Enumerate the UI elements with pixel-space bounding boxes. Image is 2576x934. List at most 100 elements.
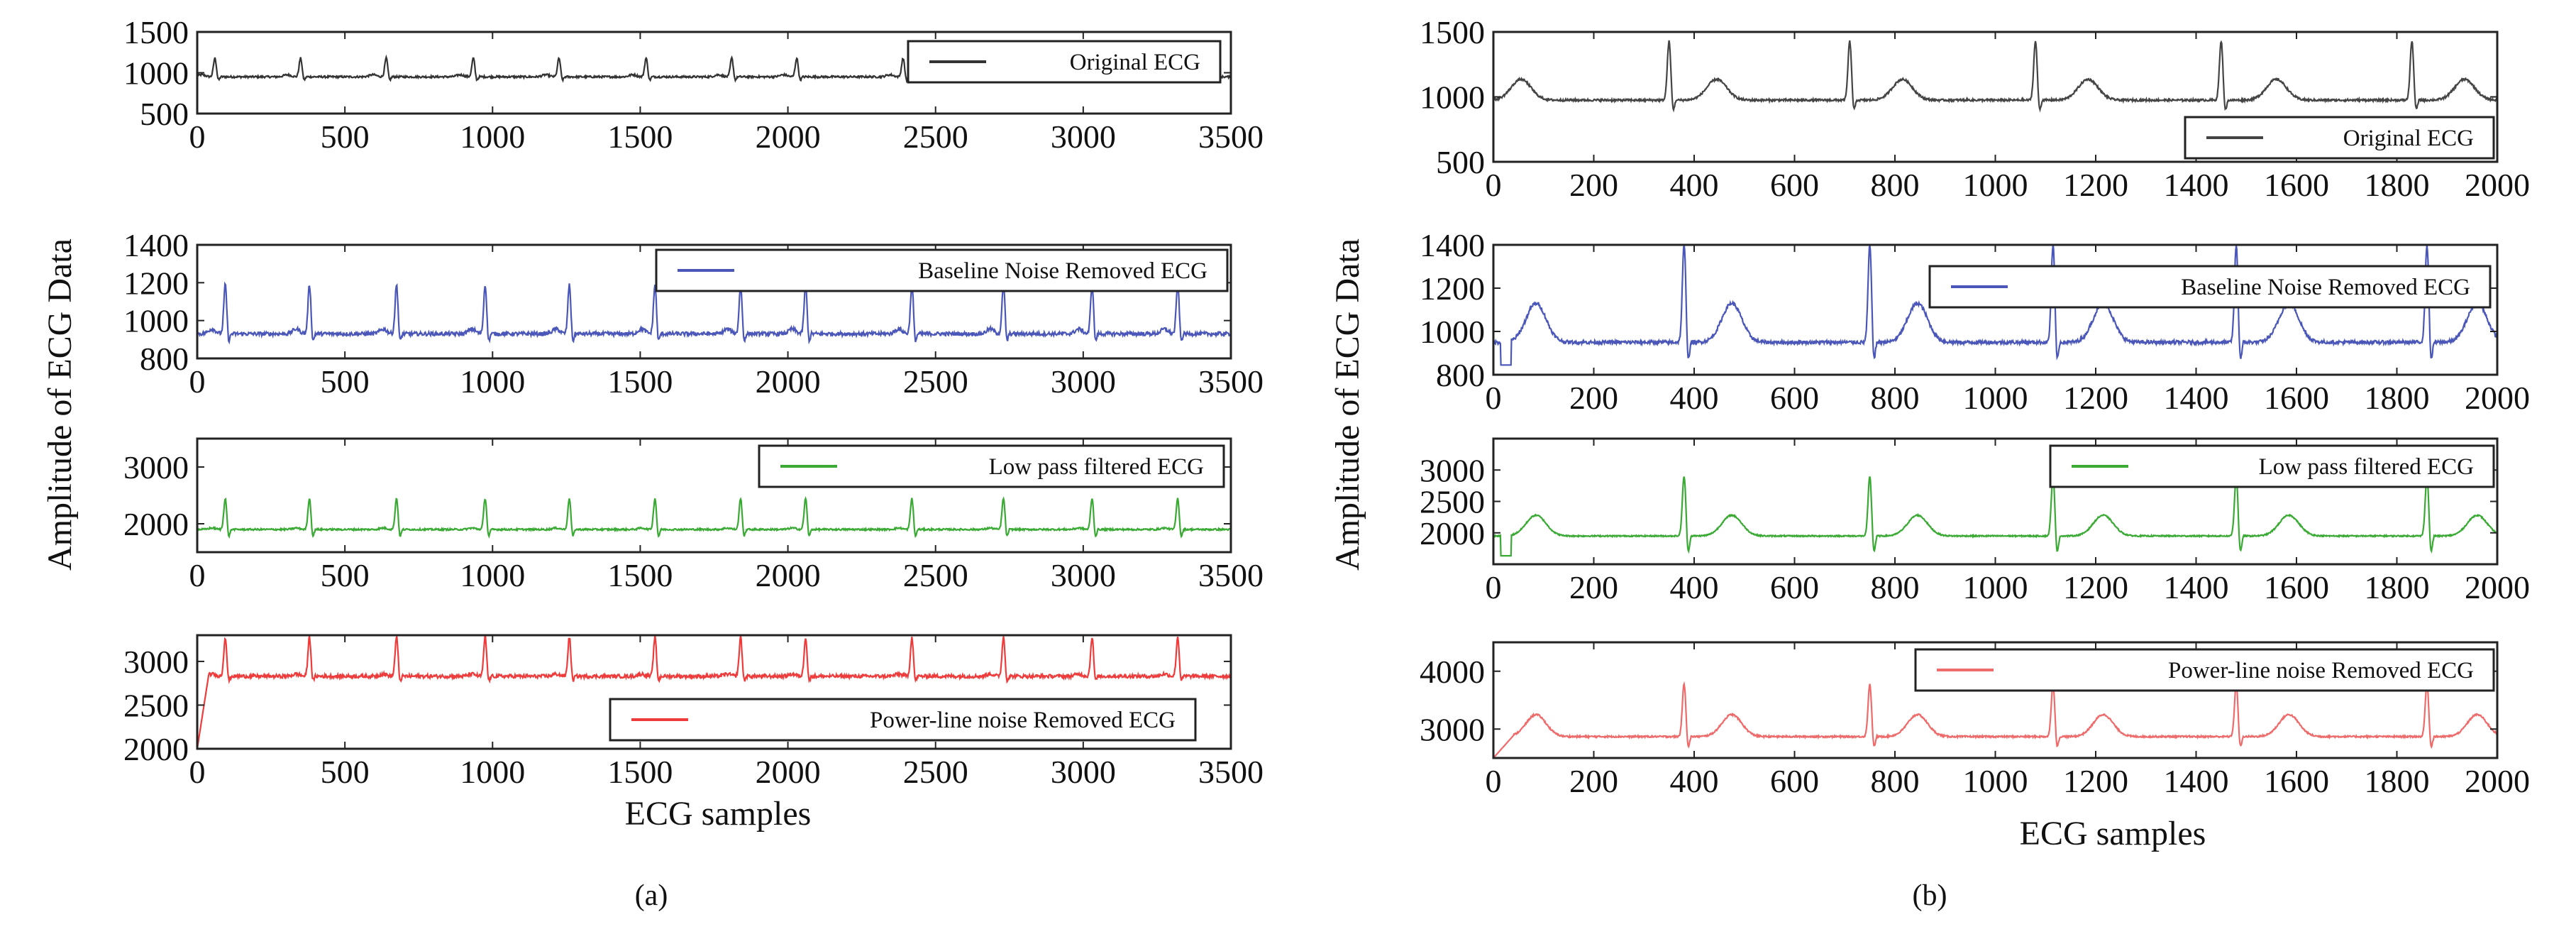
series-line bbox=[1493, 476, 2497, 557]
x-tick-label: 3500 bbox=[1198, 119, 1264, 155]
x-tick-label: 1500 bbox=[607, 119, 673, 155]
y-tick-label: 1000 bbox=[123, 303, 189, 339]
x-tick-label: 0 bbox=[1486, 569, 1502, 605]
y-tick-label: 1000 bbox=[1420, 314, 1485, 350]
y-tick-label: 3000 bbox=[1420, 711, 1485, 747]
x-tick-label: 1000 bbox=[460, 119, 525, 155]
legend-box bbox=[655, 248, 1229, 292]
legend-label: Baseline Noise Removed ECG bbox=[918, 258, 1207, 284]
y-tick-label: 2500 bbox=[1420, 484, 1485, 520]
panel-a-low-pass-plot: 0 500 1000 1500 2000 2500 3000 3500 2000 3000 Low … bbox=[123, 437, 1264, 593]
x-tick-label: 1400 bbox=[2164, 763, 2229, 799]
series-line bbox=[197, 635, 1231, 749]
x-tick-label: 600 bbox=[1770, 763, 1819, 799]
legend-box bbox=[1928, 265, 2492, 309]
panel-a-xlabel: ECG samples bbox=[625, 795, 812, 833]
y-tick-label: 1500 bbox=[1420, 14, 1485, 50]
x-tick-label: 500 bbox=[321, 363, 370, 400]
x-tick-label: 3500 bbox=[1198, 557, 1264, 593]
x-tick-label: 2000 bbox=[2465, 167, 2530, 203]
x-tick-label: 1000 bbox=[1963, 380, 2028, 416]
x-tick-label: 800 bbox=[1871, 380, 1920, 416]
x-tick-label: 1500 bbox=[607, 363, 673, 400]
x-tick-label: 400 bbox=[1670, 380, 1719, 416]
x-tick-label: 1400 bbox=[2164, 167, 2229, 203]
x-tick-label: 1600 bbox=[2264, 380, 2329, 416]
panel-a-caption: (a) bbox=[635, 879, 668, 912]
x-tick-label: 2000 bbox=[756, 363, 821, 400]
legend-box bbox=[609, 698, 1197, 742]
x-tick-label: 1800 bbox=[2365, 380, 2430, 416]
x-tick-label: 2000 bbox=[756, 119, 821, 155]
x-tick-label: 1200 bbox=[2063, 569, 2128, 605]
x-tick-label: 1000 bbox=[460, 754, 525, 790]
legend-label: Baseline Noise Removed ECG bbox=[2181, 275, 2470, 300]
x-tick-label: 1800 bbox=[2365, 763, 2430, 799]
series-line bbox=[1493, 681, 2497, 758]
x-tick-label: 3500 bbox=[1198, 754, 1264, 790]
y-tick-label: 4000 bbox=[1420, 654, 1485, 690]
panel-a-power-line-removed-plot: 0 500 1000 1500 2000 2500 3000 3500 2000 2500 3000… bbox=[123, 634, 1264, 790]
y-tick-label: 1500 bbox=[123, 14, 189, 50]
x-tick-label: 2500 bbox=[903, 754, 968, 790]
plot-frame bbox=[196, 634, 1232, 750]
panel-b-caption: (b) bbox=[1913, 879, 1947, 912]
plot-frame bbox=[1492, 243, 2499, 376]
y-tick-label: 3000 bbox=[1420, 452, 1485, 488]
x-tick-label: 1800 bbox=[2365, 167, 2430, 203]
x-tick-label: 1800 bbox=[2365, 569, 2430, 605]
y-tick-label: 2000 bbox=[123, 506, 189, 542]
y-tick-label: 1400 bbox=[1420, 227, 1485, 263]
x-tick-label: 500 bbox=[321, 754, 370, 790]
y-tick-label: 500 bbox=[1436, 144, 1485, 180]
y-tick-label: 1200 bbox=[1420, 270, 1485, 307]
x-tick-label: 600 bbox=[1770, 167, 1819, 203]
panel-a-ylabel: Amplitude of ECG Data bbox=[41, 238, 79, 571]
x-tick-label: 400 bbox=[1670, 763, 1719, 799]
x-tick-label: 1200 bbox=[2063, 763, 2128, 799]
legend-label: Low pass filtered ECG bbox=[2259, 454, 2474, 480]
series-line bbox=[197, 281, 1231, 345]
panel-b-xlabel: ECG samples bbox=[2020, 815, 2206, 852]
x-tick-label: 1500 bbox=[607, 754, 673, 790]
y-tick-label: 2500 bbox=[123, 687, 189, 723]
series-line bbox=[1493, 245, 2497, 366]
x-tick-label: 2500 bbox=[903, 119, 968, 155]
x-tick-label: 3000 bbox=[1051, 557, 1116, 593]
legend-label: Original ECG bbox=[1070, 50, 1200, 75]
y-tick-label: 800 bbox=[140, 341, 189, 377]
x-tick-label: 2500 bbox=[903, 557, 968, 593]
x-tick-label: 2000 bbox=[2465, 763, 2530, 799]
panel-a-original-ecg-plot: 0 500 1000 1500 2000 2500 3000 350050010001500O… bbox=[123, 14, 1264, 155]
x-tick-label: 0 bbox=[1486, 380, 1502, 416]
x-tick-label: 3000 bbox=[1051, 754, 1116, 790]
series-line bbox=[1493, 40, 2497, 113]
x-tick-label: 1000 bbox=[460, 363, 525, 400]
x-tick-label: 2000 bbox=[2465, 380, 2530, 416]
x-tick-label: 0 bbox=[189, 754, 206, 790]
x-tick-label: 200 bbox=[1569, 569, 1618, 605]
panel-b-low-pass-plot: 0 200 400 600 800 1000 1200 1400 1600 1800 2000 200… bbox=[1420, 437, 2530, 605]
legend-label: Power-line noise Removed ECG bbox=[870, 708, 1176, 733]
panel-b-original-ecg-plot: 0 200 400 600 800 1000 1200 1400 1600 1800 2000 500… bbox=[1420, 14, 2530, 203]
x-tick-label: 1000 bbox=[1963, 167, 2028, 203]
y-tick-label: 1400 bbox=[123, 227, 189, 263]
x-tick-label: 1500 bbox=[607, 557, 673, 593]
panel-b-power-line-removed-plot: 0 200 400 600 800 1000 1200 1400 1600 1800 2000 300… bbox=[1420, 641, 2530, 799]
x-tick-label: 2500 bbox=[903, 363, 968, 400]
y-tick-label: 1000 bbox=[1420, 79, 1485, 116]
legend-label: Original ECG bbox=[2343, 126, 2474, 151]
x-tick-label: 200 bbox=[1569, 167, 1618, 203]
x-tick-label: 500 bbox=[321, 119, 370, 155]
legend-box bbox=[1914, 648, 2495, 692]
x-tick-label: 1200 bbox=[2063, 167, 2128, 203]
plot-frame bbox=[196, 437, 1232, 554]
y-tick-label: 1200 bbox=[123, 265, 189, 301]
x-tick-label: 400 bbox=[1670, 167, 1719, 203]
x-tick-label: 500 bbox=[321, 557, 370, 593]
legend-label: Low pass filtered ECG bbox=[989, 454, 1204, 480]
panel-a-baseline-removed-plot: 0 500 1000 1500 2000 2500 3000 3500800100012001… bbox=[123, 227, 1264, 400]
x-tick-label: 3000 bbox=[1051, 363, 1116, 400]
x-tick-label: 400 bbox=[1670, 569, 1719, 605]
